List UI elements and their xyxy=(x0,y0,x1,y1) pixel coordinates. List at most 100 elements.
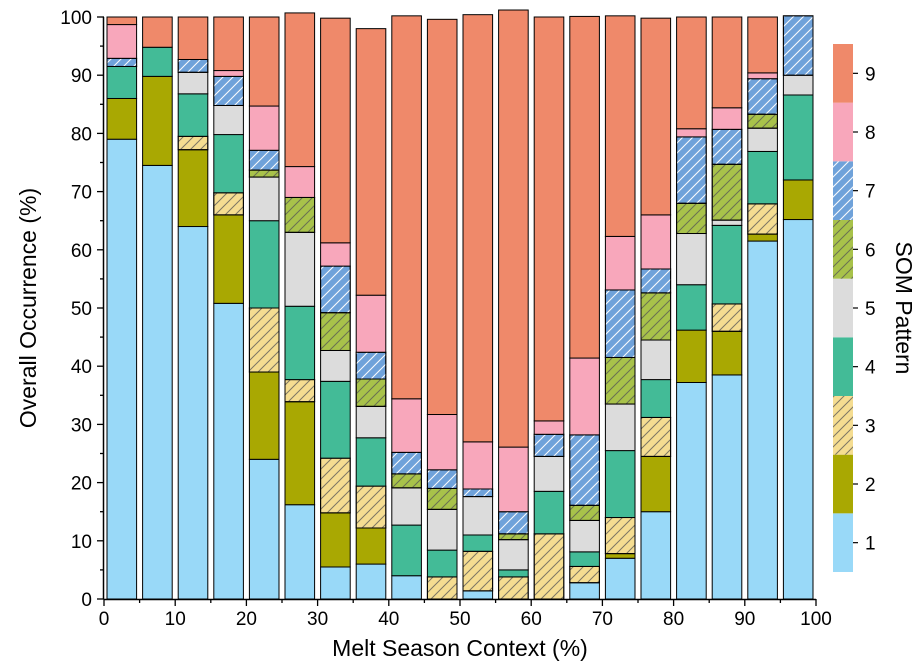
bar-segment-som-9 xyxy=(391,15,422,400)
y-tick-label: 50 xyxy=(71,299,92,320)
bar-segment-som-5 xyxy=(604,403,636,452)
bar-segment-som-2 xyxy=(711,330,743,376)
bar-hatch-som-3 xyxy=(462,550,494,592)
y-tick-label: 0 xyxy=(81,590,92,611)
bar-segment-som-2 xyxy=(747,233,778,242)
x-tick-label: 50 xyxy=(449,609,470,630)
bar-segment-som-9 xyxy=(248,16,280,107)
bar-segment-som-8 xyxy=(640,214,672,270)
bar-segment-som-8 xyxy=(711,107,743,130)
bar-stack xyxy=(533,16,565,600)
bar-hatch-som-7 xyxy=(248,149,280,171)
bar-hatch-som-7 xyxy=(782,15,814,76)
bar-segment-som-5 xyxy=(213,104,244,136)
bar-hatch-som-3 xyxy=(426,576,458,600)
bar-segment-som-8 xyxy=(320,242,351,267)
bar-segment-som-1 xyxy=(676,381,707,600)
bar-segment-som-4 xyxy=(355,437,387,487)
bar-segment-som-8 xyxy=(391,398,422,453)
bar-hatch-som-3 xyxy=(213,192,244,216)
bar-segment-som-8 xyxy=(213,70,244,77)
bar-segment-som-2 xyxy=(213,214,244,304)
colorbar-label: 8 xyxy=(865,123,876,144)
bar-stack xyxy=(462,14,494,600)
x-axis-title: Melt Season Context (%) xyxy=(332,635,588,661)
colorbar-title: SOM Pattern xyxy=(891,242,912,375)
bar-segment-som-5 xyxy=(782,74,814,96)
bar-hatch-som-6 xyxy=(747,113,778,129)
bar-hatch-som-6 xyxy=(711,163,743,221)
bar-stack xyxy=(213,16,244,600)
bar-segment-som-9 xyxy=(604,15,636,237)
bar-segment-som-9 xyxy=(177,16,209,60)
bar-segment-som-9 xyxy=(355,28,387,296)
bar-segment-som-2 xyxy=(142,75,173,166)
bar-segment-som-2 xyxy=(604,553,636,559)
colorbar-swatch-som-4 xyxy=(833,337,853,396)
bar-hatch-som-3 xyxy=(498,576,529,600)
bar-segment-som-4 xyxy=(533,490,565,535)
y-axis-title: Overall Occurrence (%) xyxy=(15,188,41,428)
bar-segment-som-4 xyxy=(604,450,636,519)
bar-segment-som-5 xyxy=(569,519,600,553)
bar-hatch-som-7 xyxy=(320,265,351,314)
bar-segment-som-8 xyxy=(569,357,600,436)
bar-stack xyxy=(569,15,600,600)
bar-hatch-som-3 xyxy=(284,379,316,403)
y-tick-label: 70 xyxy=(71,183,92,204)
bar-hatch-som-6 xyxy=(569,504,600,521)
bar-segment-som-8 xyxy=(248,105,280,151)
bar-stack xyxy=(640,17,672,600)
y-tick-label: 90 xyxy=(71,66,92,87)
bar-segment-som-5 xyxy=(355,405,387,439)
bar-hatch-som-7 xyxy=(533,433,565,457)
x-ticks: 0 10 20 30 40 50 60 70 80 90 100 xyxy=(99,599,832,630)
bar-hatch-som-7 xyxy=(676,136,707,204)
bar-segment-som-1 xyxy=(711,374,743,600)
bar-segment-som-5 xyxy=(248,176,280,222)
colorbar-label: 5 xyxy=(865,299,876,320)
bar-segment-som-2 xyxy=(355,527,387,565)
colorbar-swatch-som-2 xyxy=(833,454,853,514)
bar-segment-som-4 xyxy=(248,220,280,309)
bar-segment-som-5 xyxy=(177,71,209,95)
bar-stack xyxy=(604,15,636,600)
bar-segment-som-1 xyxy=(284,504,316,600)
bar-segment-som-9 xyxy=(320,17,351,244)
bar-segment-som-9 xyxy=(676,16,707,130)
bar-stack xyxy=(355,28,387,600)
x-tick-label: 80 xyxy=(663,609,684,630)
bar-hatch-som-3 xyxy=(569,565,600,584)
colorbar-swatch-som-8 xyxy=(833,102,853,162)
y-tick-label: 30 xyxy=(71,415,92,436)
bar-segment-som-4 xyxy=(426,549,458,578)
bar-segment-som-9 xyxy=(711,16,743,109)
bar-segment-som-5 xyxy=(391,487,422,526)
colorbar-label: 4 xyxy=(865,358,876,379)
bar-segment-som-4 xyxy=(320,380,351,459)
bar-segment-som-9 xyxy=(213,16,244,72)
bar-segment-som-9 xyxy=(426,18,458,416)
bar-segment-som-1 xyxy=(640,511,672,600)
bar-segment-som-1 xyxy=(248,458,280,600)
bar-segment-som-2 xyxy=(782,179,814,221)
bar-stack xyxy=(142,16,173,600)
bar-hatch-som-6 xyxy=(355,378,387,407)
bar-hatch-som-6 xyxy=(284,196,316,233)
colorbar-swatch-som-1 xyxy=(833,513,853,572)
bar-hatch-som-7 xyxy=(498,511,529,535)
bar-segment-som-5 xyxy=(284,231,316,307)
bar-stack xyxy=(498,9,529,600)
bar-segment-som-1 xyxy=(213,302,244,600)
bar-segment-som-4 xyxy=(106,65,138,99)
bar-segment-som-4 xyxy=(676,284,707,331)
x-tick-label: 70 xyxy=(592,609,613,630)
colorbar-swatch-som-9 xyxy=(833,44,853,103)
bar-segment-som-8 xyxy=(355,294,387,353)
bar-segment-som-5 xyxy=(426,508,458,551)
colorbar-swatch-som-5 xyxy=(833,278,853,338)
bar-hatch-som-7 xyxy=(747,78,778,115)
bar-hatch-som-7 xyxy=(604,289,636,358)
y-tick-label: 10 xyxy=(71,532,92,553)
bar-segment-som-8 xyxy=(533,420,565,435)
